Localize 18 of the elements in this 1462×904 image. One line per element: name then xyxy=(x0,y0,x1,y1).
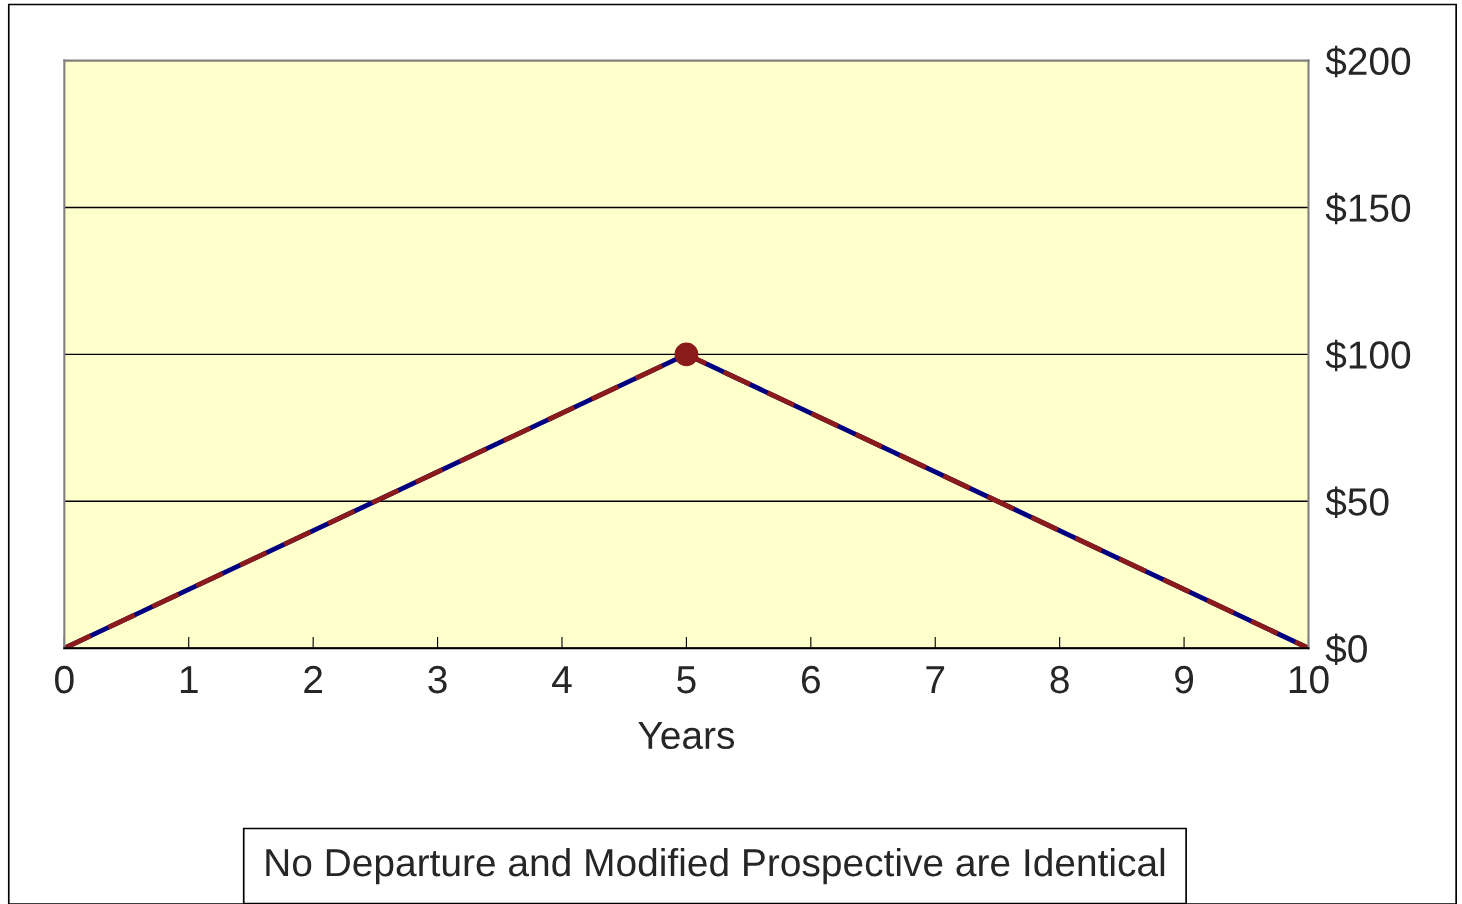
y-tick-label: $100 xyxy=(1325,339,1411,372)
y-tick-label: $200 xyxy=(1325,45,1411,78)
x-tick-label: 7 xyxy=(926,666,945,694)
x-tick-label: 0 xyxy=(55,665,74,694)
y-tick-label: $50 xyxy=(1325,486,1389,519)
y-tick-label: $150 xyxy=(1325,192,1411,225)
x-tick-label: 1 xyxy=(180,666,198,694)
x-tick-label: 3 xyxy=(428,665,447,694)
x-tick-label: 6 xyxy=(801,665,820,694)
x-tick-label: 2 xyxy=(304,665,323,694)
x-axis-title: Years xyxy=(638,721,735,750)
x-tick-label: 5 xyxy=(677,666,696,694)
y-tick-label: $0 xyxy=(1325,633,1367,665)
x-tick-label: 4 xyxy=(552,666,572,694)
x-tick-label: 9 xyxy=(1175,665,1194,694)
text: No Departure and Modified Prospective are Identical xyxy=(266,847,1165,885)
x-tick-label: 8 xyxy=(1050,665,1069,694)
x-tick-label: 10 xyxy=(1289,665,1329,694)
